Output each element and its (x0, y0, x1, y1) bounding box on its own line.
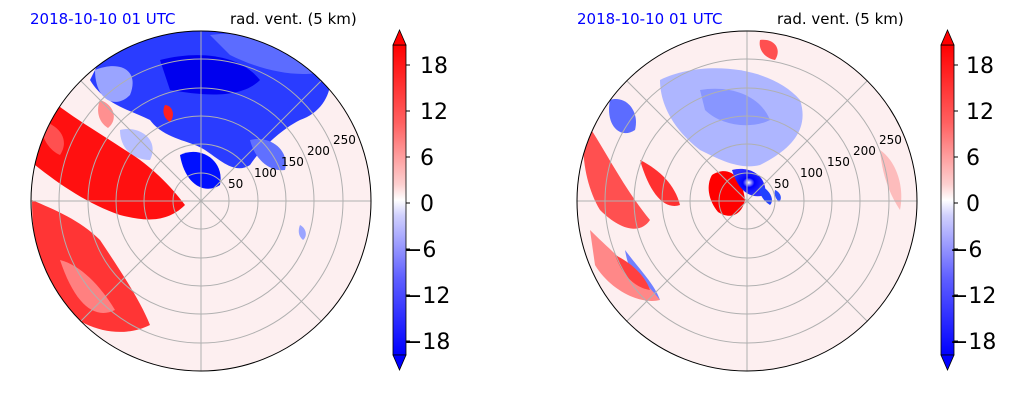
colorbar-tick: −6 (950, 238, 982, 263)
radial-tick: 250 (879, 133, 902, 147)
colorbar-tick: 6 (420, 146, 434, 171)
polar-panel-2: 2018-10-10 01 UTC rad. vent. (5 km) (576, 10, 996, 372)
panel-1-outline (30, 30, 372, 372)
colorbar-tick: −18 (404, 330, 450, 355)
radial-tick: 50 (228, 177, 243, 191)
panel-2-colorbar: 18 12 6 0 −6 −12 −18 (940, 28, 996, 372)
panel-2-grid (577, 31, 917, 371)
panel-2-title: rad. vent. (5 km) (777, 10, 904, 28)
colorbar-tick: 18 (420, 54, 448, 79)
panel-2-date: 2018-10-10 01 UTC (577, 10, 723, 28)
colorbar-tick: −12 (950, 284, 996, 309)
radial-tick: 200 (853, 144, 876, 158)
colorbar-tick: 0 (420, 192, 434, 217)
panel-1-radial-ticks: 50 100 150 200 250 (228, 133, 356, 191)
colorbar-min-extend (392, 354, 407, 372)
radial-tick: 150 (827, 155, 850, 169)
radial-tick: 200 (307, 144, 330, 158)
colorbar-tick: −18 (950, 330, 996, 355)
colorbar-tick: −12 (404, 284, 450, 309)
radial-tick: 250 (333, 133, 356, 147)
panel-1-colorbar: 18 12 6 0 −6 −12 −18 (392, 28, 450, 372)
panel-1-grid (31, 31, 371, 371)
radial-tick: 150 (281, 155, 304, 169)
colorbar-tick: 18 (966, 54, 994, 79)
colorbar-min-extend (940, 354, 955, 372)
panel-1-title: rad. vent. (5 km) (230, 10, 357, 28)
colorbar-tick: 12 (966, 100, 994, 125)
panel-2-outline (576, 30, 918, 372)
panel-2-radial-ticks: 50 100 150 200 250 (774, 133, 902, 191)
radial-tick: 50 (774, 177, 789, 191)
colorbar-tick: 6 (966, 146, 980, 171)
colorbar-tick: 0 (966, 192, 980, 217)
polar-panel-1: 2018-10-10 01 UTC rad. vent. (5 km) (30, 10, 450, 372)
colorbar-max-extend (392, 28, 407, 46)
colorbar-tick: 12 (420, 100, 448, 125)
colorbar-tick: −6 (404, 238, 436, 263)
panel-1-date: 2018-10-10 01 UTC (30, 10, 176, 28)
colorbar-max-extend (940, 28, 955, 46)
radial-tick: 100 (254, 166, 277, 180)
radial-tick: 100 (800, 166, 823, 180)
